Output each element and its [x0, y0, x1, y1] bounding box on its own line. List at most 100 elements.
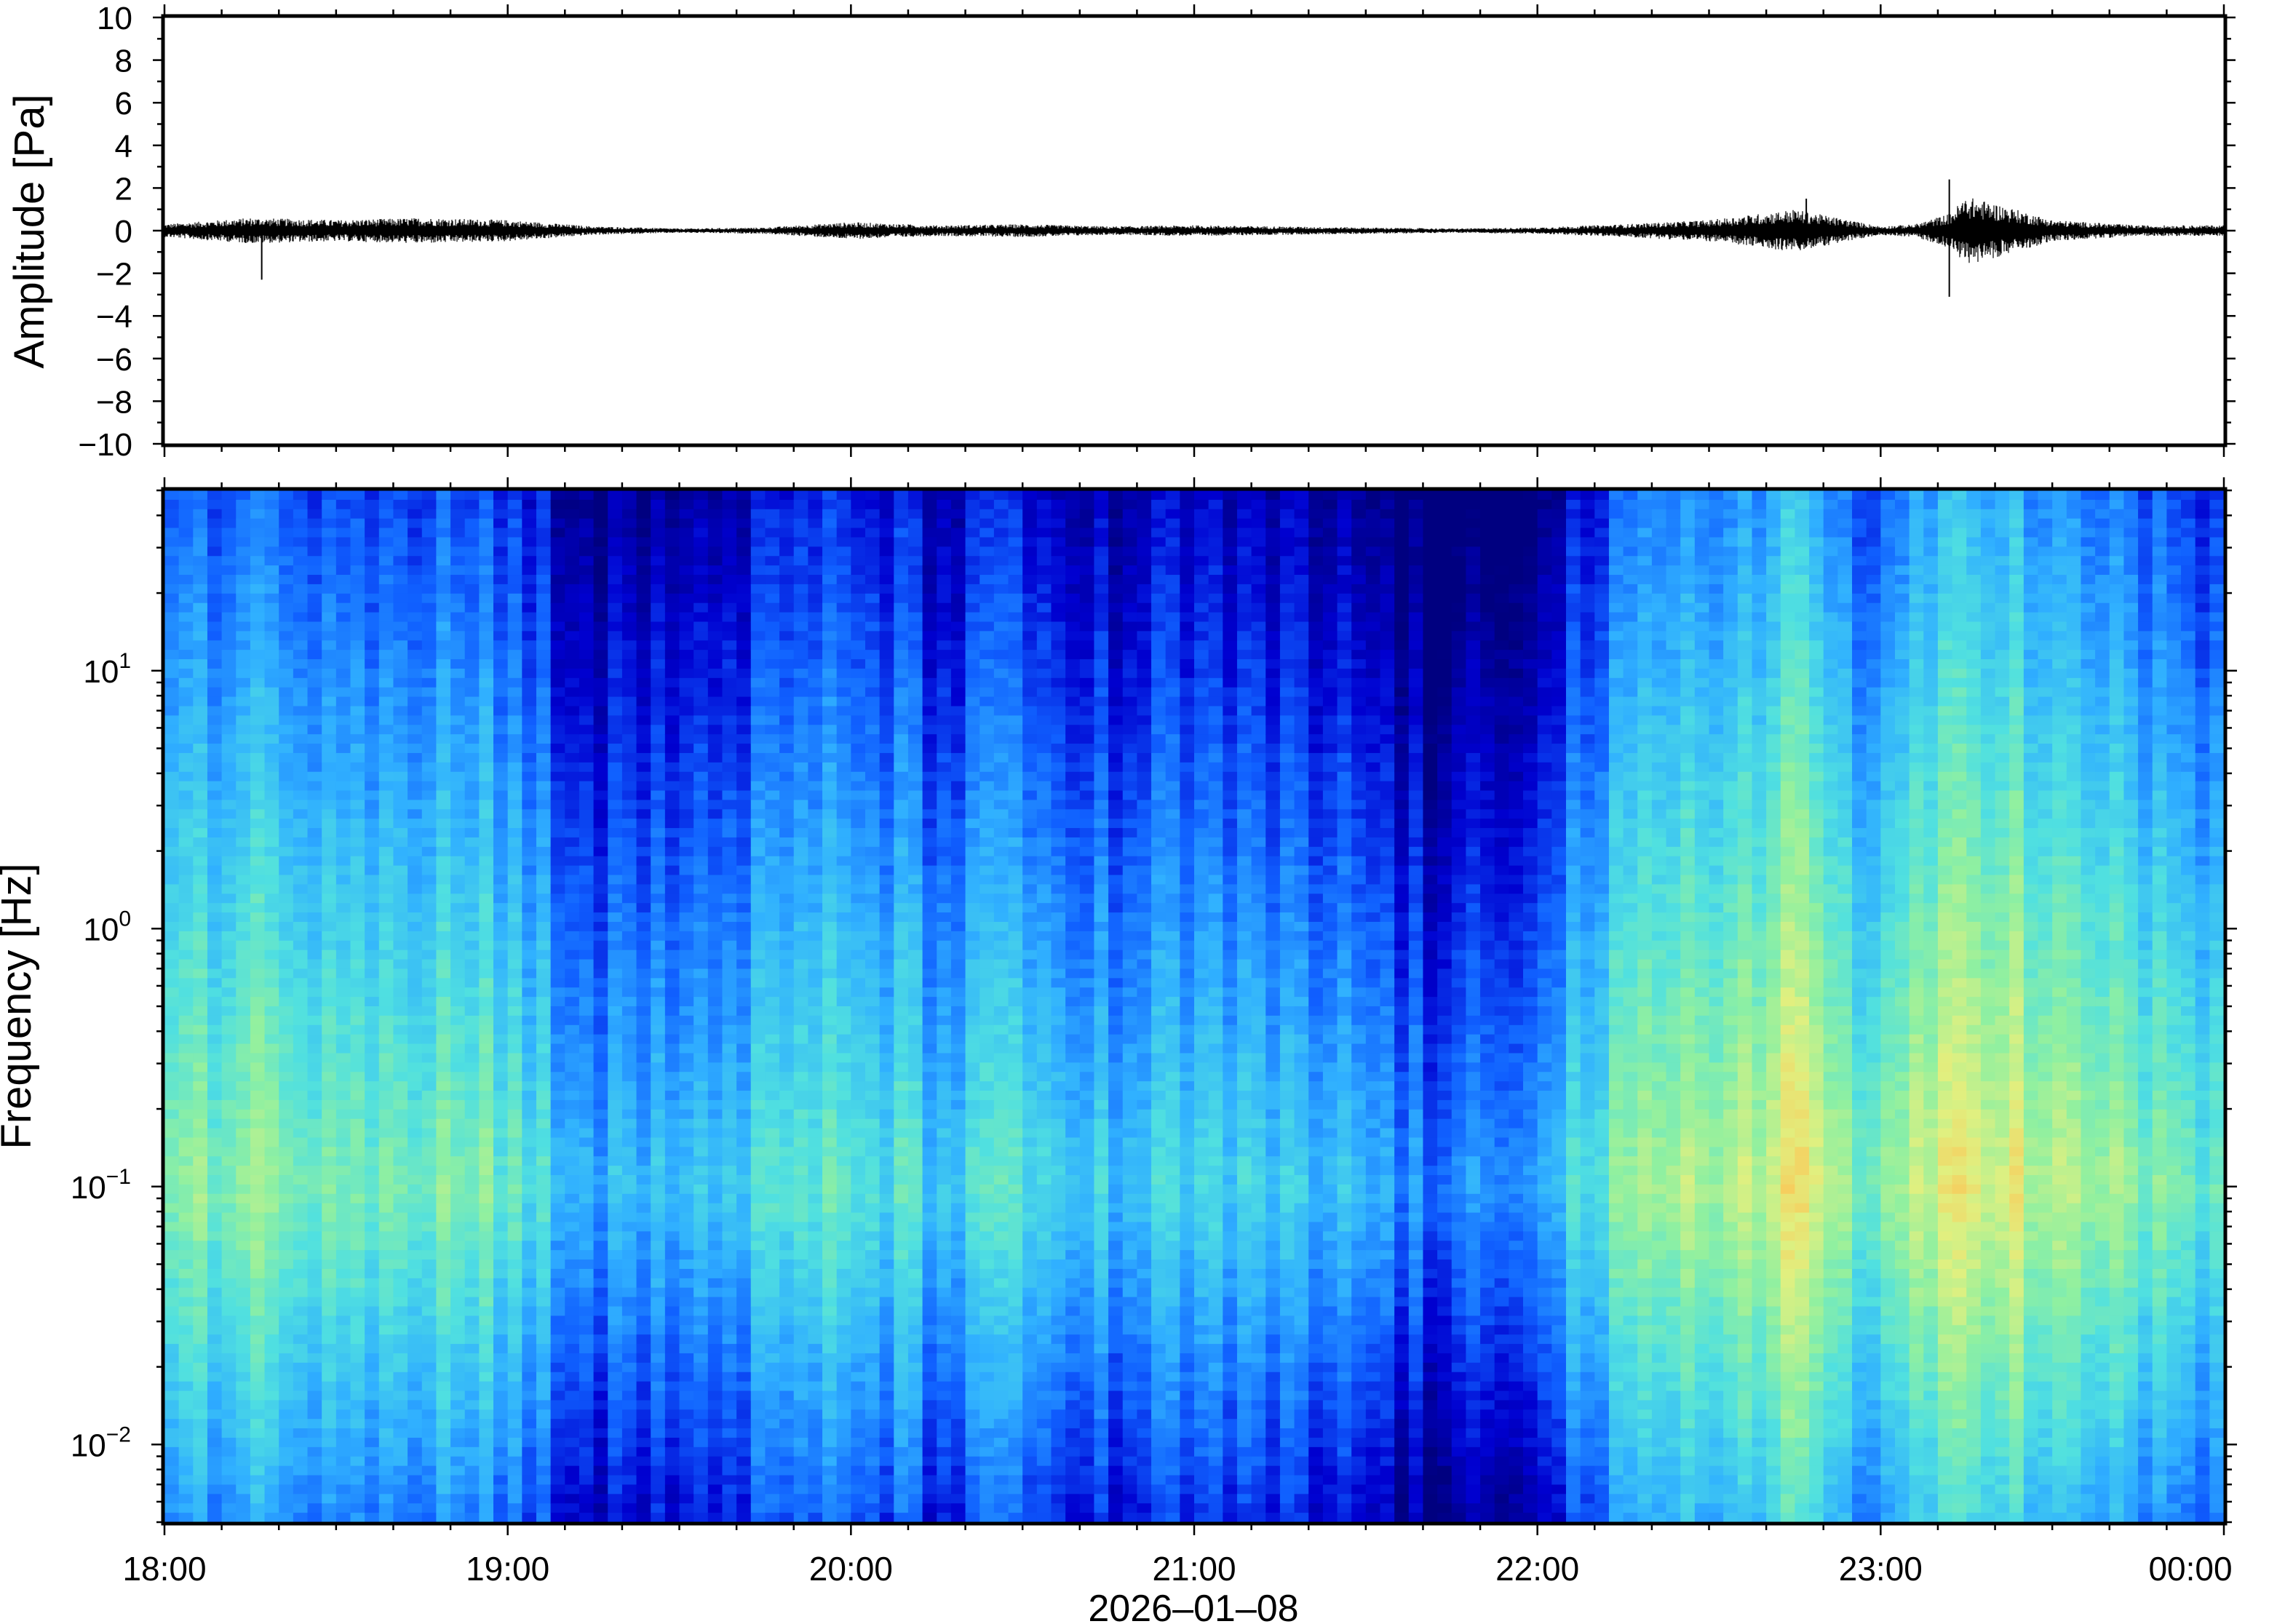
spectrogram-cell [608, 528, 623, 538]
spectrogram-cell [335, 1353, 351, 1364]
spectrogram-cell [450, 1503, 466, 1513]
spectrogram-cell [164, 1128, 180, 1139]
spectrogram-cell [335, 659, 351, 669]
spectrogram-cell [378, 687, 394, 698]
spectrogram-cell [493, 1390, 509, 1401]
spectrogram-cell [664, 1259, 680, 1270]
spectrogram-cell [207, 537, 223, 547]
spectrogram-cell [279, 1306, 294, 1316]
spectrogram-cell [408, 1268, 423, 1279]
spectrogram-cell [264, 1034, 279, 1045]
spectrogram-cell [322, 1419, 337, 1429]
spectrogram-cell [250, 978, 266, 988]
spectrogram-cell [694, 509, 709, 520]
spectrogram-cell [651, 499, 666, 510]
spectrogram-cell [522, 1297, 537, 1307]
spectrogram-cell [664, 800, 680, 810]
spectrogram-cell [450, 565, 466, 576]
spectrogram-cell [178, 762, 194, 773]
spectrogram-cell [464, 800, 480, 810]
spectrogram-cell [464, 659, 480, 669]
spectrogram-cell [593, 978, 608, 988]
spectrogram-cell [722, 781, 737, 792]
spectrogram-cell [221, 602, 237, 613]
spectrogram-cell [779, 1494, 795, 1504]
spectrogram-cell [450, 602, 466, 613]
spectrogram-cell [579, 1259, 595, 1270]
spectrogram-cell [565, 940, 580, 951]
spectrogram-cell [736, 725, 752, 735]
spectrogram-cell [593, 668, 608, 679]
spectrogram-cell [750, 1419, 766, 1429]
spectrogram-cell [608, 1024, 623, 1035]
spectrogram-cell [651, 875, 666, 885]
spectrogram-cell [450, 912, 466, 923]
spectrogram-cell [293, 875, 309, 885]
spectrogram-cell [679, 1287, 694, 1298]
spectrogram-cell [550, 612, 565, 623]
spectrogram-cell [408, 1513, 423, 1522]
spectrogram-cell [193, 959, 208, 970]
spectrogram-cell [507, 1175, 522, 1185]
spectrogram-cell [722, 762, 737, 773]
spectrogram-cell [565, 1390, 580, 1401]
spectrogram-cell [493, 1166, 509, 1176]
spectrogram-cell [493, 1297, 509, 1307]
spectrogram-cell [779, 677, 795, 688]
spectrogram-cell [507, 490, 522, 501]
spectrogram-cell [450, 1072, 466, 1082]
spectrogram-cell [450, 987, 466, 998]
spectrogram-cell [651, 1184, 666, 1195]
spectrogram-cell [651, 1212, 666, 1223]
spectrogram-cell [250, 1222, 266, 1232]
spectrogram-cell [322, 846, 337, 857]
spectrogram-cell [193, 1231, 208, 1241]
spectrogram-cell [250, 640, 266, 650]
spectrogram-cell [522, 809, 537, 819]
spectrogram-cell [736, 706, 752, 716]
spectrogram-cell [408, 1099, 423, 1110]
spectrogram-cell [479, 1034, 494, 1045]
spectrogram-cell [365, 762, 380, 773]
spectrogram-cell [264, 940, 279, 951]
spectrogram-cell [779, 800, 795, 810]
spectrogram-cell [365, 509, 380, 520]
spectrogram-cell [335, 819, 351, 829]
spectrogram-cell [793, 584, 808, 594]
spectrogram-cell [464, 1072, 480, 1082]
spectrogram-cell [707, 1287, 723, 1298]
spectrogram-cell [636, 1203, 651, 1214]
spectrogram-cell [178, 1034, 194, 1045]
spectrogram-cell [207, 893, 223, 904]
spectrogram-cell [408, 1344, 423, 1354]
spectrogram-cell [536, 650, 552, 660]
spectrogram-cell [565, 1241, 580, 1251]
spectrogram-cell [378, 809, 394, 819]
spectrogram-cell [651, 612, 666, 623]
spectrogram-cell [507, 1128, 522, 1139]
spectrogram-cell [636, 687, 651, 698]
spectrogram-cell [593, 1259, 608, 1270]
spectrogram-cell [593, 1446, 608, 1457]
spectrogram-cell [178, 1400, 194, 1410]
spectrogram-cell [450, 715, 466, 725]
spectrogram-cell [493, 1456, 509, 1467]
spectrogram-cell [293, 950, 309, 960]
spectrogram-cell [694, 1446, 709, 1457]
spectrogram-cell [393, 499, 408, 510]
spectrogram-cell [722, 1503, 737, 1513]
spectrogram-cell [350, 1437, 365, 1448]
spectrogram-cell [479, 1128, 494, 1139]
spectrogram-cell [378, 1156, 394, 1166]
spectrogram-cell [464, 1428, 480, 1438]
spectrogram-cell [636, 565, 651, 576]
spectrogram-cell [335, 1091, 351, 1101]
spectrogram-cell [464, 1250, 480, 1260]
spectrogram-cell [636, 903, 651, 913]
spectrogram-cell [536, 528, 552, 538]
spectrogram-cell [421, 1372, 437, 1382]
spectrogram-cell [522, 1325, 537, 1335]
spectrogram-cell [436, 668, 451, 679]
spectrogram-cell [207, 800, 223, 810]
spectrogram-cell [593, 725, 608, 735]
